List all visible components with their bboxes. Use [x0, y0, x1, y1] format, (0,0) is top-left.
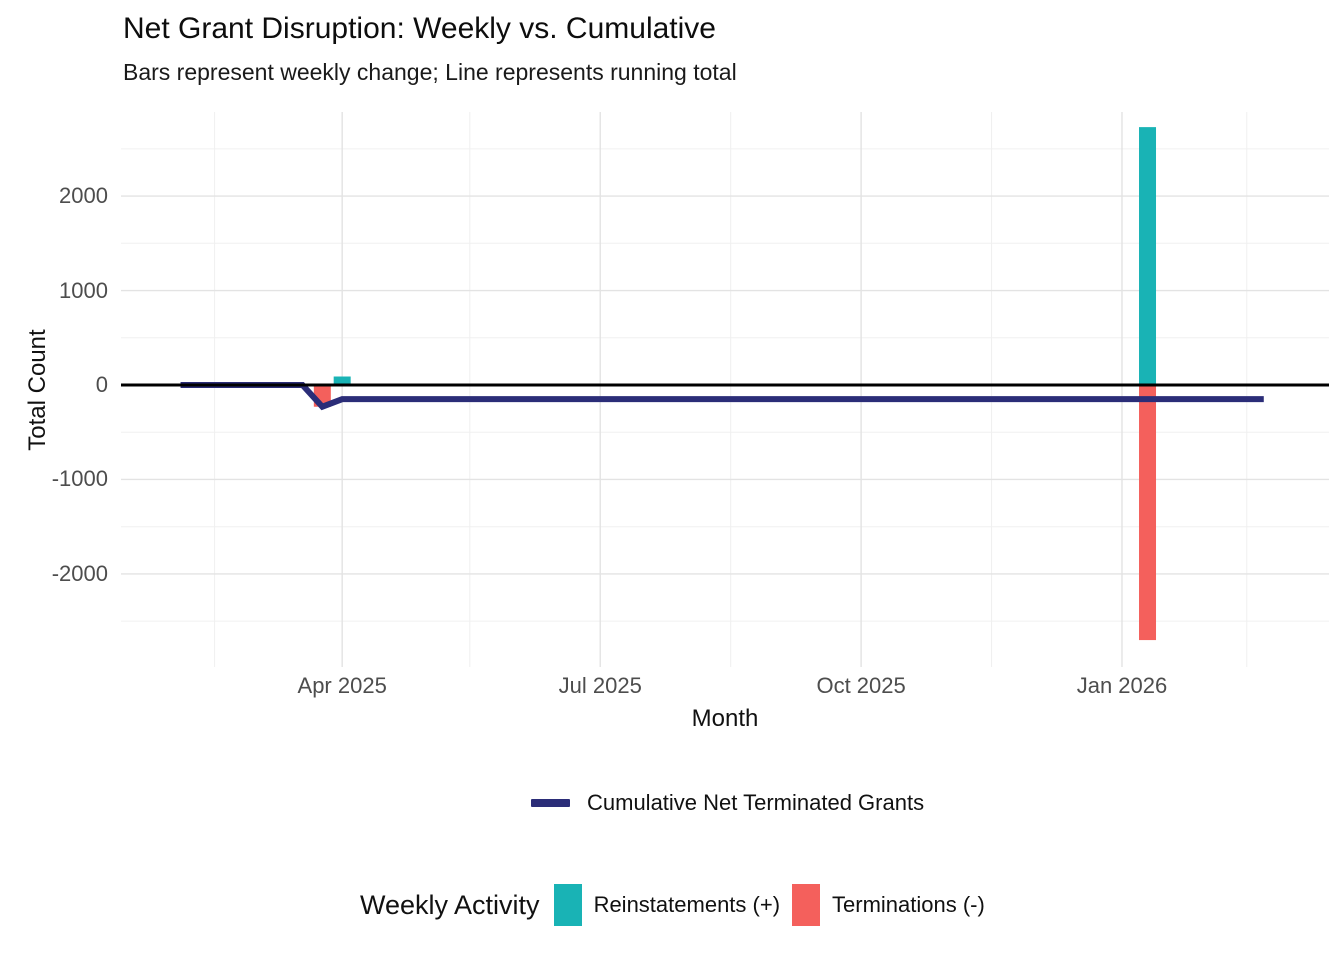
y-tick-label: -2000	[51, 560, 108, 586]
legend-weekly-activity: Weekly Activity Reinstatements (+) Termi…	[360, 884, 985, 926]
x-tick-label: Oct 2025	[816, 673, 906, 698]
chart-subtitle: Bars represent weekly change; Line repre…	[123, 59, 737, 85]
cumulative-legend-label: Cumulative Net Terminated Grants	[587, 790, 925, 815]
reinstatements-bar	[1139, 127, 1157, 386]
cumulative-line	[180, 382, 1264, 411]
y-tick-label: -1000	[51, 466, 108, 492]
y-tick-label: 0	[95, 372, 108, 397]
x-tick-label: Jul 2025	[558, 673, 642, 698]
reinstatements-legend-label: Reinstatements (+)	[593, 892, 781, 917]
cumulative-line-key	[531, 799, 570, 807]
y-tick-label: 2000	[59, 183, 108, 209]
terminations-bar	[1139, 385, 1157, 641]
x-tick-label: Jan 2026	[1076, 673, 1168, 698]
legend-cumulative: Cumulative Net Terminated Grants	[531, 790, 924, 816]
chart-title: Net Grant Disruption: Weekly vs. Cumulat…	[123, 12, 716, 45]
y-tick-label: 1000	[59, 277, 108, 303]
x-axis-title: Month	[691, 705, 759, 732]
terminations-legend-label: Terminations (-)	[832, 892, 985, 917]
weekly-legend-title: Weekly Activity	[360, 889, 540, 920]
x-tick-label: Apr 2025	[297, 673, 387, 698]
reinstatements-bar	[333, 376, 351, 386]
terminations-swatch	[792, 884, 821, 926]
y-axis-title: Total Count	[24, 329, 51, 451]
reinstatements-swatch	[553, 884, 582, 926]
